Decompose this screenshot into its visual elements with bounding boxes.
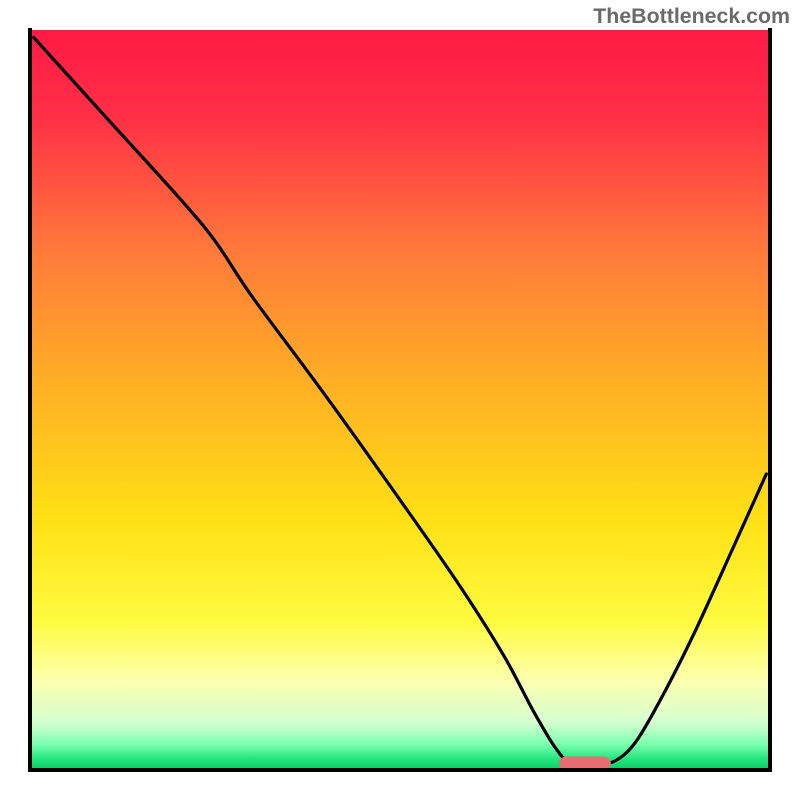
bottleneck-chart (0, 0, 800, 800)
plot-background (30, 30, 770, 770)
chart-container: TheBottleneck.com (0, 0, 800, 800)
